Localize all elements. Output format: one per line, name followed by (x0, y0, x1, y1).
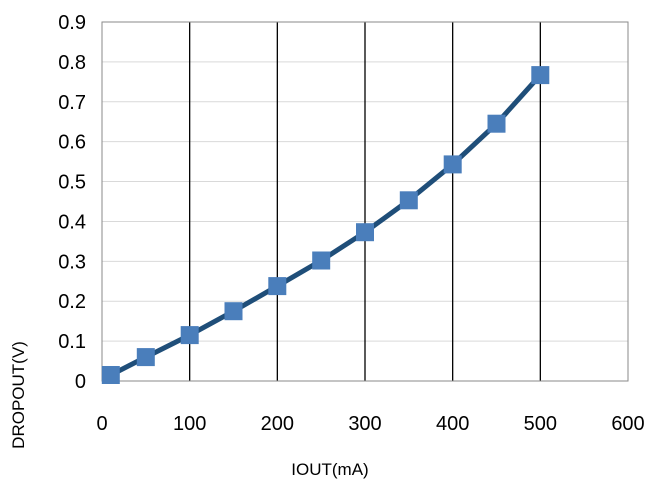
y-tick-label: 0.1 (58, 331, 86, 353)
x-axis-title: IOUT(mA) (291, 460, 368, 479)
x-tick-label: 600 (611, 413, 644, 435)
y-tick-label: 0.7 (58, 92, 86, 114)
x-tick-label: 500 (524, 413, 557, 435)
y-tick-label: 0.5 (58, 172, 86, 194)
x-axis-tick-labels: 0 100 200 300 400 500 600 (96, 413, 644, 435)
y-axis-tick-labels: 0 0.1 0.2 0.3 0.4 0.5 0.6 0.7 0.8 0.9 (58, 12, 86, 393)
y-axis-title: DROPOUT(V) (9, 341, 28, 449)
data-point (136, 348, 155, 367)
y-tick-label: 0.4 (58, 211, 86, 233)
x-tick-label: 300 (348, 413, 381, 435)
data-point (356, 223, 374, 242)
vertical-gridlines (189, 22, 541, 381)
y-tick-label: 0.8 (58, 52, 86, 74)
data-point (443, 155, 462, 174)
data-point (531, 66, 550, 85)
y-tick-label: 0 (75, 371, 86, 393)
plot-border (101, 21, 629, 382)
data-point (101, 366, 120, 384)
x-tick-label: 400 (436, 413, 469, 435)
x-tick-label: 100 (173, 413, 206, 435)
y-tick-label: 0.2 (58, 291, 86, 313)
data-point (180, 326, 199, 345)
data-point (487, 114, 506, 133)
data-point (224, 302, 243, 321)
data-point (268, 277, 287, 296)
data-point (399, 191, 418, 210)
y-tick-label: 0.3 (58, 251, 86, 273)
data-point (312, 251, 331, 270)
x-tick-label: 200 (261, 413, 294, 435)
y-tick-label: 0.6 (58, 132, 86, 154)
y-tick-label: 0.9 (58, 12, 86, 34)
series-marker-group (101, 66, 550, 384)
x-tick-label: 0 (96, 413, 107, 435)
